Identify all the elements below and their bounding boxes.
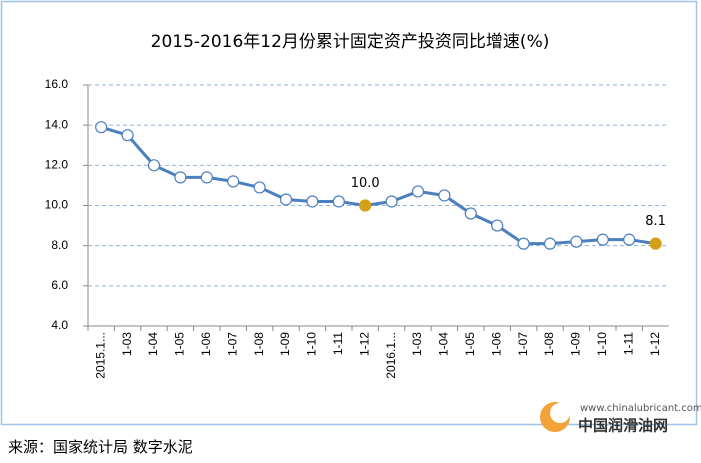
data-point	[227, 175, 240, 188]
x-tick-label: 1-09	[278, 332, 292, 356]
x-tick-label: 1-08	[252, 332, 266, 356]
y-tick-label: 6.0	[51, 278, 68, 292]
x-tick-label: 2015.1...	[93, 332, 107, 379]
x-tick-label: 1-05	[173, 332, 187, 356]
data-point	[491, 219, 504, 232]
y-tick-label: 16.0	[45, 77, 69, 91]
y-tick-label: 14.0	[45, 117, 69, 131]
logo-name: 中国润滑油网	[578, 417, 668, 435]
data-point	[147, 159, 161, 172]
x-tick-label: 1-11	[621, 332, 635, 355]
x-tick-label: 2016.1...	[384, 332, 398, 379]
y-tick-label: 8.0	[51, 238, 68, 252]
y-tick-label: 10.0	[45, 198, 69, 212]
x-tick-label: 1-09	[569, 332, 583, 356]
data-point	[385, 195, 398, 208]
logo-icon-inner	[550, 403, 570, 423]
data-point	[570, 235, 583, 248]
data-point	[411, 185, 425, 198]
data-point	[306, 195, 319, 208]
data-point	[359, 199, 372, 212]
data-point	[253, 181, 266, 194]
logo-url: www.chinalubricant.com	[580, 403, 701, 414]
data-label: 10.0	[351, 176, 380, 191]
x-tick-label: 1-05	[463, 332, 477, 356]
x-tick-label: 1-03	[120, 332, 134, 356]
chart-title: 2015-2016年12月份累计固定资产投资同比增速(%)	[151, 32, 550, 52]
x-tick-label: 1-07	[516, 332, 530, 356]
data-point	[200, 171, 213, 184]
data-point	[649, 237, 662, 250]
data-point	[623, 233, 636, 246]
data-point	[279, 193, 293, 206]
x-tick-label: 1-12	[648, 332, 662, 356]
data-point	[95, 121, 108, 134]
series-line	[100, 125, 656, 246]
chart-frame	[0, 0, 698, 426]
x-tick-label: 1-08	[542, 332, 556, 356]
y-tick-label: 12.0	[45, 158, 69, 172]
y-tick-label: 4.0	[51, 318, 68, 332]
x-tick-label: 1-07	[225, 332, 239, 356]
data-point	[121, 129, 134, 142]
x-tick-label: 1-04	[146, 332, 160, 356]
x-tick-label: 1-04	[437, 332, 451, 356]
data-point	[174, 171, 187, 184]
x-tick-label: 1-03	[410, 332, 424, 356]
x-tick-label: 1-10	[305, 332, 319, 356]
data-point	[332, 195, 345, 208]
data-point	[596, 233, 609, 246]
source: 来源：国家统计局 数字水泥	[8, 438, 193, 456]
data-label: 8.1	[645, 214, 666, 229]
data-point	[543, 237, 557, 250]
x-tick-label: 1-11	[331, 332, 345, 355]
logo: www.chinalubricant.com 中国润滑油网	[540, 402, 701, 435]
data-point	[517, 237, 530, 250]
data-point	[438, 189, 451, 202]
x-tick-label: 1-12	[357, 332, 371, 356]
x-tick-label: 1-10	[595, 332, 609, 356]
data-point	[464, 207, 477, 220]
x-tick-label: 1-06	[489, 332, 503, 356]
x-tick-label: 1-06	[199, 332, 213, 356]
